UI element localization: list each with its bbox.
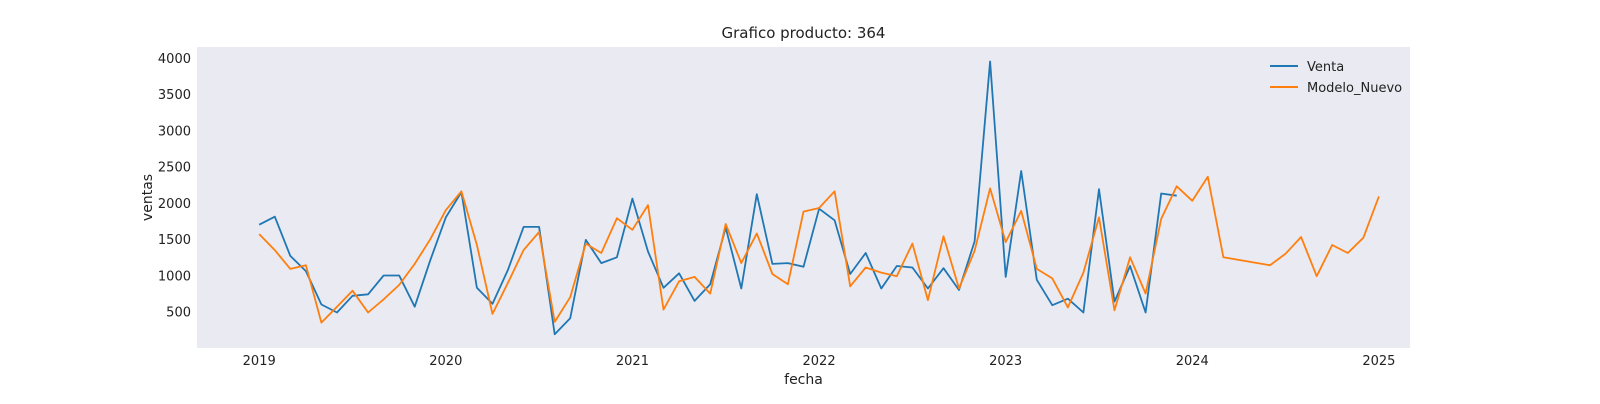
legend: Venta Modelo_Nuevo — [1270, 60, 1402, 96]
x-tick-label: 2025 — [1362, 354, 1395, 369]
y-tick-label: 4000 — [158, 52, 191, 67]
legend-label-modelo-nuevo: Modelo_Nuevo — [1307, 81, 1402, 96]
y-tick-label: 500 — [166, 306, 191, 321]
x-tick-label: 2024 — [1176, 354, 1209, 369]
x-tick-label: 2020 — [429, 354, 462, 369]
series-line-modelo-nuevo — [258, 175, 1380, 324]
chart-title: Grafico producto: 364 — [722, 24, 886, 42]
x-axis: 2019 2020 2021 2022 2023 2024 2025 — [243, 354, 1396, 369]
y-axis: 500 1000 1500 2000 2500 3000 3500 4000 — [158, 52, 191, 321]
x-tick-label: 2022 — [803, 354, 836, 369]
series-layer — [258, 60, 1380, 336]
legend-label-venta: Venta — [1307, 60, 1344, 75]
y-tick-label: 3500 — [158, 88, 191, 103]
x-tick-label: 2019 — [243, 354, 276, 369]
y-tick-label: 3000 — [158, 124, 191, 139]
y-tick-label: 1000 — [158, 269, 191, 284]
plot-background — [197, 47, 1410, 348]
y-axis-label: ventas — [140, 174, 156, 221]
x-tick-label: 2023 — [989, 354, 1022, 369]
x-tick-label: 2021 — [616, 354, 649, 369]
y-tick-label: 1500 — [158, 233, 191, 248]
y-tick-label: 2500 — [158, 161, 191, 176]
y-tick-label: 2000 — [158, 197, 191, 212]
x-axis-label: fecha — [784, 372, 823, 388]
